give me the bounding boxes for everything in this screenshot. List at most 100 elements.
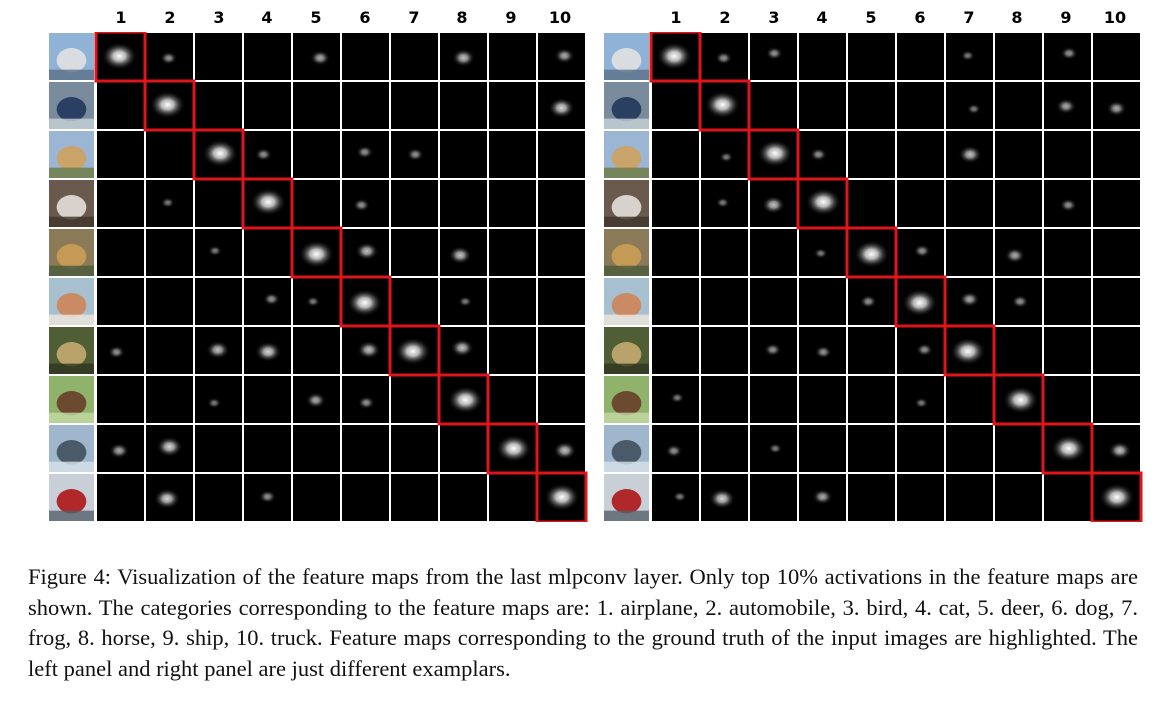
activation-blob: [250, 187, 287, 216]
ground-truth-highlight: [796, 177, 849, 230]
column-number: 4: [261, 8, 272, 27]
column-number: 2: [164, 8, 175, 27]
feature-map-cell: [146, 229, 193, 276]
feature-map-cell: [1044, 131, 1091, 178]
activation-blob: [207, 245, 223, 257]
feature-map-cell: [97, 131, 144, 178]
feature-map-panel-right: [603, 32, 1143, 522]
activation-blob: [959, 291, 980, 308]
input-image-bird: [604, 131, 649, 178]
ground-truth-highlight: [94, 32, 147, 83]
feature-map-cell: [342, 425, 389, 472]
ground-truth-highlight: [1041, 422, 1094, 475]
feature-map-cell: [848, 425, 895, 472]
activation-blob: [554, 47, 575, 64]
feature-map-cell: [946, 229, 993, 276]
feature-map-cell: [848, 82, 895, 129]
input-image-frog: [604, 327, 649, 374]
input-image-object: [611, 146, 642, 171]
ground-truth-highlight: [388, 324, 441, 377]
input-image-ground: [49, 314, 94, 325]
feature-map-cell: [391, 474, 438, 521]
ground-truth-highlight: [437, 373, 490, 426]
feature-map-cell: [195, 474, 242, 521]
feature-map-cell: [293, 82, 340, 129]
activation-blob: [352, 198, 371, 212]
input-image-ground: [604, 461, 649, 472]
input-image-object: [56, 293, 87, 318]
activation-blob: [305, 392, 326, 409]
feature-map-cell: [244, 376, 291, 423]
feature-map-cell: [946, 180, 993, 227]
feature-map-cell: [897, 180, 944, 227]
activation-blob: [156, 436, 183, 458]
activation-blob: [160, 51, 178, 65]
feature-map-cell: [848, 131, 895, 178]
feature-map-cell: [293, 131, 340, 178]
feature-map-cell: [1093, 376, 1140, 423]
activation-blob: [448, 246, 472, 265]
activation-blob: [346, 288, 383, 317]
feature-map-cell: [1044, 278, 1091, 325]
feature-map-cell: [391, 376, 438, 423]
input-image-object: [611, 195, 642, 220]
activation-blob: [715, 51, 733, 65]
feature-map-cell: [750, 229, 797, 276]
activation-blob: [768, 443, 783, 454]
feature-map-cell: [1044, 327, 1091, 374]
feature-map-cell: [1044, 474, 1091, 521]
feature-map-cell: [799, 376, 846, 423]
feature-map-cell: [750, 376, 797, 423]
feature-map-cell: [440, 131, 487, 178]
feature-map-cell: [750, 278, 797, 325]
feature-map-cell: [897, 131, 944, 178]
feature-map-cell: [391, 82, 438, 129]
ground-truth-highlight: [747, 128, 800, 181]
activation-blob: [656, 42, 693, 71]
feature-map-cell: [995, 327, 1042, 374]
activation-blob: [960, 50, 975, 62]
activation-blob: [761, 195, 786, 214]
activation-blob: [107, 345, 126, 359]
feature-map-cell: [440, 180, 487, 227]
column-number: 5: [310, 8, 321, 27]
feature-map-cell: [391, 180, 438, 227]
feature-map-grid-left: [49, 32, 588, 522]
column-number: 8: [456, 8, 467, 27]
feature-map-cell: [146, 131, 193, 178]
ground-truth-highlight: [845, 226, 898, 279]
feature-map-cell: [1093, 180, 1140, 227]
column-number: 1: [670, 8, 681, 27]
feature-map-cell: [342, 474, 389, 521]
feature-map-cell: [97, 474, 144, 521]
feature-map-cell: [652, 131, 699, 178]
input-image-ground: [49, 69, 94, 80]
activation-blob: [356, 145, 374, 159]
activation-blob: [357, 396, 375, 410]
activation-blob: [160, 197, 175, 209]
activation-blob: [1050, 434, 1087, 463]
feature-map-cell: [995, 180, 1042, 227]
feature-map-cell: [799, 425, 846, 472]
feature-map-cell: [1093, 131, 1140, 178]
input-image-object: [56, 48, 87, 73]
activation-blob: [357, 340, 381, 359]
feature-map-cell: [1093, 229, 1140, 276]
column-number: 1: [115, 8, 126, 27]
activation-blob: [665, 444, 683, 458]
feature-map-cell: [848, 327, 895, 374]
feature-map-cell: [701, 229, 748, 276]
column-numbers-left: 1 2 3 4 5 6 7 8 9 10: [115, 8, 571, 27]
input-image-ground: [49, 118, 94, 129]
input-image-object: [56, 342, 87, 367]
ground-truth-highlight: [486, 422, 539, 475]
activation-blob: [670, 392, 685, 404]
activation-blob: [914, 397, 929, 409]
activation-blob: [1106, 100, 1127, 117]
feature-map-cell: [97, 229, 144, 276]
activation-blob: [853, 240, 890, 269]
feature-map-cell: [701, 425, 748, 472]
activation-blob: [495, 434, 532, 463]
activation-blob: [1059, 198, 1077, 212]
activation-blob: [258, 490, 277, 504]
